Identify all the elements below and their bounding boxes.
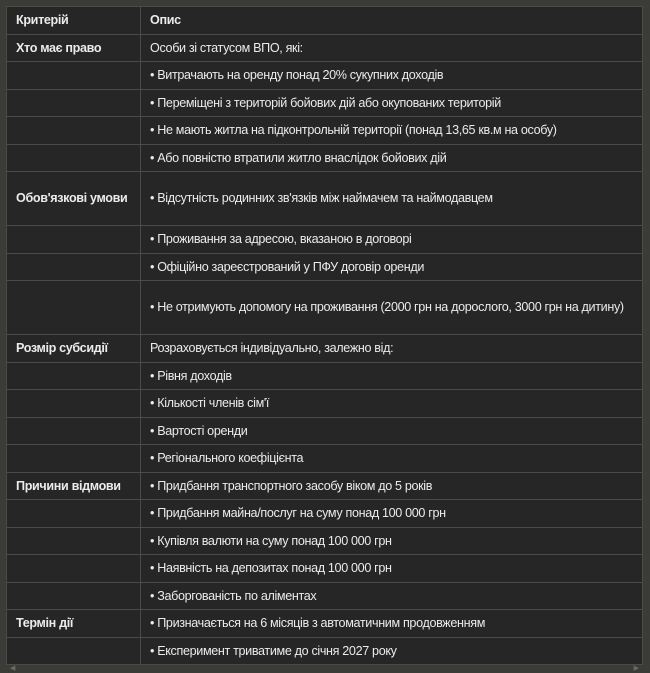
- table-row: • Кількості членів сім'ї: [6, 389, 643, 418]
- description-cell: • Переміщені з територій бойових дій або…: [140, 88, 643, 117]
- table-row: Розмір субсидії Розраховується індивідуал…: [6, 334, 643, 363]
- description-cell: • Вартості оренди: [140, 416, 643, 445]
- description-cell: • Офіційно зареєстрований у ПФУ договір …: [140, 252, 643, 281]
- description-cell: • Витрачають на оренду понад 20% сукупни…: [140, 61, 643, 90]
- criterion-cell: Обов'язкові умови: [6, 171, 141, 226]
- table-row: • Експеримент триватиме до січня 2027 ро…: [6, 636, 643, 665]
- table-row: • Купівля валюти на суму понад 100 000 г…: [6, 526, 643, 555]
- criterion-cell: Термін дії: [6, 609, 141, 638]
- horizontal-scrollbar[interactable]: ◀ ▶: [6, 664, 643, 673]
- criterion-cell: [6, 143, 141, 172]
- table-row: • Заборгованість по аліментах: [6, 581, 643, 610]
- table-row: • Переміщені з територій бойових дій або…: [6, 88, 643, 117]
- table-row: Хто має право Особи зі статусом ВПО, які:: [6, 33, 643, 62]
- arrow-left-icon[interactable]: ◀: [10, 665, 16, 672]
- table-row: • Наявність на депозитах понад 100 000 г…: [6, 554, 643, 583]
- description-cell: • Заборгованість по аліментах: [140, 581, 643, 610]
- description-cell: • Рівня доходів: [140, 361, 643, 390]
- table-row: • Рівня доходів: [6, 361, 643, 390]
- criteria-table-container: Критерій Опис Хто має право Особи зі стат…: [6, 6, 643, 665]
- description-cell: • Експеримент триватиме до січня 2027 ро…: [140, 636, 643, 665]
- criterion-cell: Хто має право: [6, 33, 141, 62]
- criterion-cell: Причини відмови: [6, 471, 141, 500]
- criterion-cell: [6, 116, 141, 145]
- criterion-cell: [6, 636, 141, 665]
- table-row: • Придбання майна/послуг на суму понад 1…: [6, 499, 643, 528]
- table-header-row: Критерій Опис: [6, 6, 643, 35]
- criterion-cell: [6, 88, 141, 117]
- table-row: Причини відмови • Придбання транспортного…: [6, 471, 643, 500]
- table-row: • Офіційно зареєстрований у ПФУ договір …: [6, 252, 643, 281]
- table-row: • Витрачають на оренду понад 20% сукупни…: [6, 61, 643, 90]
- criteria-table: Критерій Опис Хто має право Особи зі стат…: [6, 6, 643, 665]
- criterion-cell: [6, 499, 141, 528]
- description-cell: • Відсутність родинних зв'язків між найм…: [140, 171, 643, 226]
- criterion-cell: [6, 225, 141, 254]
- description-cell: Розраховується індивідуально, залежно ві…: [140, 334, 643, 363]
- description-cell: • Призначається на 6 місяців з автоматич…: [140, 609, 643, 638]
- header-description: Опис: [140, 6, 643, 35]
- table-row: • Проживання за адресою, вказаною в дого…: [6, 225, 643, 254]
- table-row: • Регіонального коефіцієнта: [6, 444, 643, 473]
- description-cell: • Придбання майна/послуг на суму понад 1…: [140, 499, 643, 528]
- criterion-cell: [6, 61, 141, 90]
- table-row: • Вартості оренди: [6, 416, 643, 445]
- arrow-right-icon[interactable]: ▶: [633, 665, 639, 672]
- description-cell: • Проживання за адресою, вказаною в дого…: [140, 225, 643, 254]
- description-cell: • Придбання транспортного засобу віком д…: [140, 471, 643, 500]
- criterion-cell: [6, 581, 141, 610]
- criterion-cell: [6, 444, 141, 473]
- criterion-cell: [6, 389, 141, 418]
- table-row: Обов'язкові умови • Відсутність родинних …: [6, 171, 643, 226]
- description-cell: • Кількості членів сім'ї: [140, 389, 643, 418]
- table-row: • Не мають житла на підконтрольній терит…: [6, 116, 643, 145]
- description-cell: • Не отримують допомогу на проживання (2…: [140, 280, 643, 335]
- description-cell: • Наявність на депозитах понад 100 000 г…: [140, 554, 643, 583]
- criterion-cell: [6, 361, 141, 390]
- criterion-cell: [6, 526, 141, 555]
- criterion-cell: Розмір субсидії: [6, 334, 141, 363]
- table-row: Термін дії • Призначається на 6 місяців з…: [6, 609, 643, 638]
- table-row: • Або повністю втратили житло внаслідок …: [6, 143, 643, 172]
- table-row: • Не отримують допомогу на проживання (2…: [6, 280, 643, 335]
- header-criterion: Критерій: [6, 6, 141, 35]
- criterion-cell: [6, 280, 141, 335]
- description-cell: • Купівля валюти на суму понад 100 000 г…: [140, 526, 643, 555]
- description-cell: • Або повністю втратили житло внаслідок …: [140, 143, 643, 172]
- description-cell: • Не мають житла на підконтрольній терит…: [140, 116, 643, 145]
- criterion-cell: [6, 252, 141, 281]
- criterion-cell: [6, 416, 141, 445]
- description-cell: • Регіонального коефіцієнта: [140, 444, 643, 473]
- criterion-cell: [6, 554, 141, 583]
- description-cell: Особи зі статусом ВПО, які:: [140, 33, 643, 62]
